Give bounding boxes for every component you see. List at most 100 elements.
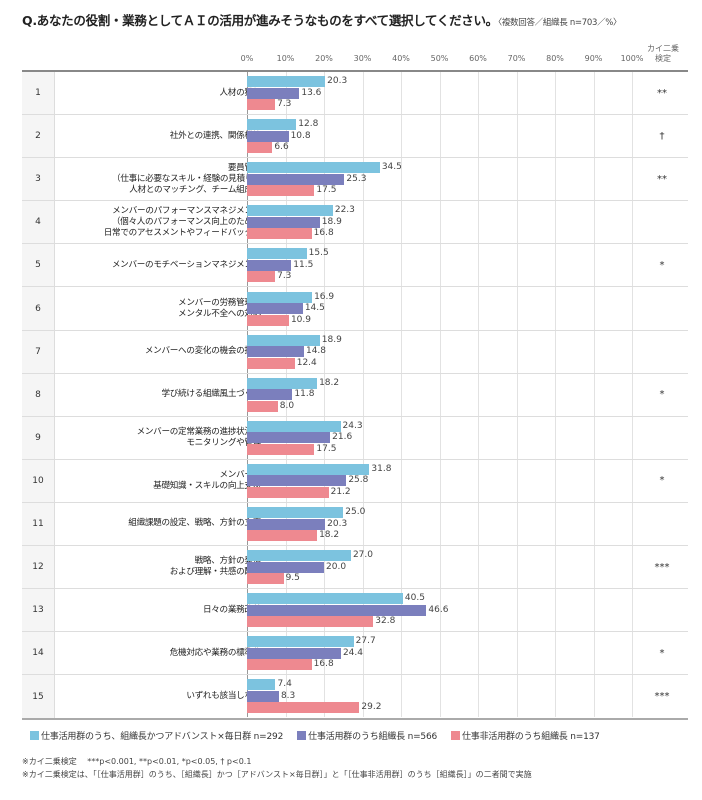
bar-series-3 [247,400,278,412]
row-number: 8 [22,373,55,416]
row-number: 10 [22,459,55,502]
gridline [632,70,633,717]
significance-mark [636,287,688,329]
row-label: メンバーの労務管理、 メンタル不全への対応 [178,297,261,319]
legend-item: 仕事非活用群のうち組織長 n=137 [451,729,600,742]
bar-series-3 [247,616,374,628]
data-label: 13.6 [301,87,322,98]
bar-series-1 [247,679,276,691]
row-label: メンバーの定常業務の進捗状況の モニタリングや管理 [136,426,262,448]
data-label: 17.5 [316,443,337,454]
data-label: 34.5 [381,162,402,173]
table-row: 11 組織課題の設定、戦略、方針の立案 [22,502,688,547]
data-label: 14.5 [304,303,325,313]
bar-series-1 [247,463,370,475]
bar-series-1 [247,162,380,174]
significance-mark: * [659,475,665,487]
data-label: 18.9 [321,334,342,345]
x-tick-label: 80% [546,54,564,63]
table-row: 8 学び続ける組織風土づくり * [22,373,688,417]
row-label: 要員管理 （仕事に必要なスキル・経験の見積り、 人材とのマッチング、チーム組成） [112,162,261,195]
data-label: 14.8 [305,346,327,357]
bar-series-3 [247,99,276,110]
data-label: 32.8 [375,616,396,627]
bar-series-2 [247,604,427,616]
row-label: 人材の獲得 [219,87,262,98]
title-text: Q.あなたの役割・業務としてＡＩの活用が進みそうなものをすべて選択してください。 [22,13,498,28]
row-label: いずれも該当しない [186,691,261,702]
bar-series-2 [247,475,347,487]
row-label: 組織課題の設定、戦略、方針の立案 [128,518,261,529]
bar-series-1 [247,507,344,518]
data-label: 21.6 [332,432,353,443]
legend-item: 仕事活用群のうち、組織長かつアドバンスト×毎日群 n=292 [30,729,283,742]
legend-label: 仕事活用群のうち、組織長かつアドバンスト×毎日群 n=292 [41,732,284,742]
data-label: 11.5 [293,259,314,270]
significance-mark: ** [657,87,667,99]
bar-series-1 [247,420,341,432]
table-row: 1 人材の獲得 ** [22,72,688,116]
x-tick-label: 20% [315,54,333,63]
x-tick-label: 100% [620,54,644,63]
bar-series-2 [247,173,345,185]
row-label: メンバーの 基礎知識・スキルの向上支援 [153,469,261,491]
data-label: 18.2 [319,377,340,388]
significance-mark [636,589,688,631]
data-label: 25.8 [348,475,369,486]
bar-series-3 [247,185,315,197]
data-label: 12.4 [296,357,317,368]
gridline [324,70,325,717]
table-row: 7 メンバーへの変化の機会の提供 [22,330,688,374]
bar-series-2 [247,518,326,530]
data-label: 10.9 [290,314,311,325]
significance-mark: ** [657,173,667,185]
gridline [401,70,402,717]
bar-series-2 [247,389,293,401]
legend-item: 仕事活用群のうち組織長 n=566 [297,729,437,742]
data-label: 40.5 [404,593,425,604]
footnote-1: ※カイ二乗検定 ***p<0.001, **p<0.01, *p<0.05, †… [22,757,252,766]
gridline [478,70,479,717]
data-label: 11.8 [294,389,315,400]
x-tick-label: 0% [240,54,254,63]
significance-mark: † [659,130,665,142]
x-tick-label: 50% [430,54,449,63]
bar-series-1 [247,76,326,87]
legend: 仕事活用群のうち、組織長かつアドバンスト×毎日群 n=292 仕事活用群のうち組織… [30,729,600,742]
x-tick-label: 90% [584,54,603,63]
bar-series-1 [247,636,354,648]
bar-series-1 [247,334,320,346]
chart-table: 1 人材の獲得 ** 2 社外との連携、関係構築 † 3 要員管理 （仕事に必要なス… [22,70,688,721]
bar-series-3 [247,228,312,240]
significance-mark: * [659,389,665,401]
bar-series-1 [247,119,297,131]
row-label: 日々の業務改善 [202,604,261,615]
bar-series-2 [247,87,300,99]
significance-mark: *** [654,691,670,703]
row-number: 2 [22,115,55,158]
x-tick-label: 60% [469,54,487,63]
row-number: 13 [22,589,55,632]
significance-mark [636,331,688,373]
row-number: 6 [22,287,55,330]
data-label: 27.0 [352,550,373,561]
row-number: 4 [22,201,55,244]
bar-series-3 [247,357,295,369]
data-label: 8.0 [279,400,295,411]
bar-series-2 [247,130,289,142]
row-label: メンバーのモチベーションマネジメント [111,259,261,270]
significance-mark: * [659,647,665,659]
gridline [362,70,364,717]
data-label: 8.3 [280,690,296,701]
data-label: 16.8 [313,659,334,670]
row-number: 3 [22,158,55,201]
bar-series-3 [247,271,276,283]
bar-series-1 [247,248,307,260]
data-label: 16.8 [313,228,334,239]
data-label: 18.9 [321,216,342,227]
data-label: 25.0 [345,507,366,517]
table-row: 12 戦略、方針の発信 および理解・共感の醸成 *** [22,546,688,590]
bar-series-2 [247,303,303,314]
table-row: 15 いずれも該当しない *** [22,675,688,719]
data-label: 16.9 [314,291,335,302]
